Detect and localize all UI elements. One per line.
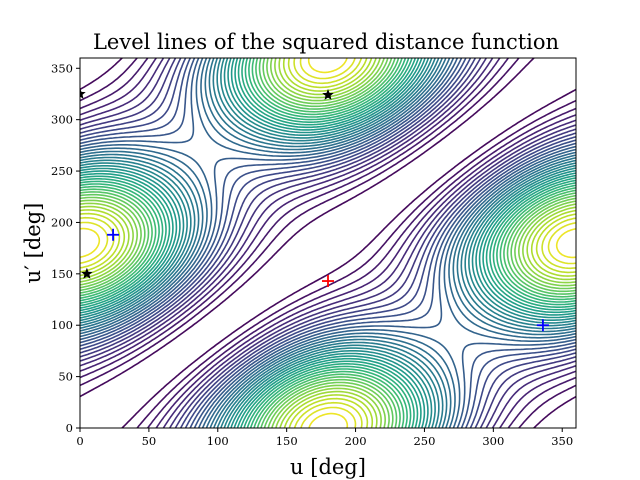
contour-level <box>80 58 576 428</box>
contour-level <box>80 58 576 428</box>
contour-level <box>80 58 576 428</box>
y-tick-label: 250 <box>51 164 73 178</box>
x-tick-label: 250 <box>413 434 435 448</box>
critical-point-markers <box>80 88 549 332</box>
star-marker <box>80 88 86 99</box>
contour-level <box>80 58 576 428</box>
contour-level <box>80 58 576 428</box>
contour-level <box>80 58 576 428</box>
contour-lines <box>80 58 576 428</box>
plus-marker <box>536 319 549 332</box>
contour-level <box>80 58 576 428</box>
contour-level <box>80 58 576 428</box>
contour-level <box>80 58 576 428</box>
contour-level <box>80 58 576 428</box>
contour-level <box>80 58 576 428</box>
contour-level <box>80 58 576 428</box>
contour-level <box>80 58 576 428</box>
contour-level <box>80 58 576 428</box>
x-axis-label: u [deg] <box>290 455 366 479</box>
plot-frame <box>79 57 577 429</box>
y-tick-label: 200 <box>51 215 73 229</box>
y-tick-label: 0 <box>66 421 73 435</box>
y-tick-label: 50 <box>58 370 73 384</box>
x-tick-label: 350 <box>551 434 573 448</box>
y-tick-label: 100 <box>51 318 73 332</box>
x-tick-label: 200 <box>345 434 367 448</box>
contour-level <box>80 58 576 428</box>
contour-level <box>80 58 576 428</box>
y-tick-label: 350 <box>51 61 73 75</box>
y-tick-label: 300 <box>51 113 73 127</box>
contour-level <box>80 58 576 428</box>
contour-level <box>80 58 576 428</box>
star-marker <box>81 267 93 279</box>
contour-level <box>80 58 576 428</box>
contour-level <box>80 58 576 428</box>
star-marker <box>322 89 334 100</box>
contour-level <box>80 58 576 428</box>
contour-level <box>80 58 576 428</box>
y-axis-label: u′ [deg] <box>21 203 45 284</box>
contour-level <box>80 58 576 428</box>
contour-level <box>80 58 576 428</box>
y-axis: 0 50 100 150 200 250 300 350 <box>51 61 80 435</box>
x-tick-label: 0 <box>76 434 83 448</box>
x-tick-label: 100 <box>207 434 229 448</box>
contour-level <box>80 58 576 428</box>
contour-level <box>80 58 576 428</box>
contour-level <box>80 58 576 428</box>
x-tick-label: 150 <box>276 434 298 448</box>
x-tick-label: 50 <box>142 434 157 448</box>
x-axis: 0 50 100 150 200 250 300 350 <box>76 428 573 448</box>
contour-level <box>80 58 576 428</box>
chart-title: Level lines of the squared distance func… <box>93 30 559 54</box>
plus-marker <box>107 228 120 241</box>
contour-level <box>80 58 576 428</box>
x-tick-label: 300 <box>482 434 504 448</box>
y-tick-label: 150 <box>51 267 73 281</box>
contour-level <box>80 58 576 428</box>
contour-level <box>80 58 576 428</box>
plus-marker <box>322 275 334 288</box>
